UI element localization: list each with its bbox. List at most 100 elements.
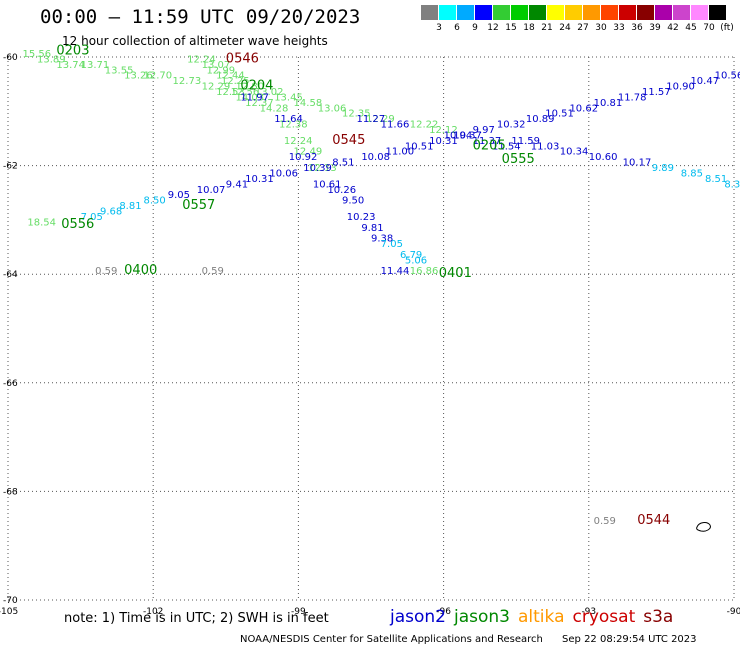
wave-height-label: 12.56 xyxy=(231,87,260,98)
pass-time-label: 0204 xyxy=(240,79,273,94)
color-swatch xyxy=(619,5,636,20)
color-swatch xyxy=(511,5,528,20)
color-scale-label: 12 xyxy=(487,23,499,33)
wave-height-label: 9.68 xyxy=(100,206,122,217)
wave-height-label: 13.26 xyxy=(124,71,153,82)
wave-height-label: 18.54 xyxy=(27,217,56,228)
lat-tick-label: -70 xyxy=(3,596,18,606)
wave-height-label: 10.17 xyxy=(623,158,652,169)
wave-height-label: 11.59 xyxy=(511,136,540,147)
color-swatch xyxy=(583,5,600,20)
wave-height-label: 16.86 xyxy=(410,266,439,277)
wave-height-label: 12.24 xyxy=(187,54,216,65)
wave-height-label: 10.89 xyxy=(526,114,555,125)
wave-height-label: 12.29 xyxy=(366,114,395,125)
wave-height-label: 13.45 xyxy=(274,92,303,103)
color-scale-label: 18 xyxy=(523,23,535,33)
satellite-legend-cryosat: cryosat xyxy=(572,607,636,627)
wave-height-label: 12.25 xyxy=(221,76,250,87)
wave-height-label: 10.61 xyxy=(313,179,342,190)
wave-height-label: 10.39 xyxy=(303,163,332,174)
color-swatch xyxy=(565,5,582,20)
satellite-legend-jason2: jason2 xyxy=(390,607,446,627)
color-swatch xyxy=(547,5,564,20)
color-scale-label: 45 xyxy=(685,23,697,33)
pass-time-label: 0546 xyxy=(226,51,259,66)
color-scale-label: 27 xyxy=(577,23,589,33)
wave-height-label: 11.03 xyxy=(531,141,560,152)
wave-height-label: 8.51 xyxy=(332,158,354,169)
wave-height-label: 12.22 xyxy=(410,120,439,131)
wave-height-label: 12.80 xyxy=(235,82,264,93)
wave-height-label: 10.31 xyxy=(429,136,458,147)
wave-height-label: 11.64 xyxy=(274,114,303,125)
wave-height-label: 8.85 xyxy=(681,168,703,179)
color-swatch xyxy=(691,5,708,20)
color-scale-label: 3 xyxy=(436,23,442,33)
wave-height-label: 10.26 xyxy=(327,185,356,196)
wave-height-label: 14.03 xyxy=(235,92,264,103)
color-swatch xyxy=(637,5,654,20)
wave-height-label: 12.35 xyxy=(342,109,371,120)
wave-height-label: 9.97 xyxy=(473,125,495,136)
wave-height-label: 11.54 xyxy=(492,141,521,152)
satellite-legend: jason2 jason3 altika cryosat s3a xyxy=(390,607,681,627)
color-scale-swatches xyxy=(421,5,728,20)
wave-height-label: 10.08 xyxy=(361,152,390,163)
wave-height-label: 11.78 xyxy=(618,92,647,103)
map-subtitle: 12 hour collection of altimeter wave hei… xyxy=(62,34,328,48)
wave-height-label: 14.58 xyxy=(294,98,323,109)
wave-height-label: 6.79 xyxy=(400,250,422,261)
lon-tick-label: -90 xyxy=(727,607,740,617)
color-scale-legend: 3 6 9 12 15 18 21 24 27 30 33 36 39 42 45 70 (ft) xyxy=(421,5,734,35)
wave-height-label: 12.13 xyxy=(308,163,337,174)
wave-height-label: 0.59 xyxy=(594,516,616,527)
color-scale-label: 24 xyxy=(559,23,571,33)
wave-height-label: 9.41 xyxy=(226,179,248,190)
wave-height-label: 11.37 xyxy=(473,136,502,147)
color-scale-label: 36 xyxy=(631,23,643,33)
wave-height-label: 13.02 xyxy=(255,87,284,98)
wave-height-label: 12.99 xyxy=(206,65,235,76)
color-swatch xyxy=(457,5,474,20)
color-scale-label: 33 xyxy=(613,23,625,33)
island-outline xyxy=(696,522,711,532)
lon-tick-label: -102 xyxy=(143,607,163,617)
pass-time-label: 0205 xyxy=(473,138,506,153)
color-scale-label: 15 xyxy=(505,23,517,33)
color-scale-label: 30 xyxy=(595,23,607,33)
wave-height-label: 12.38 xyxy=(279,120,308,131)
wave-height-label: 13.55 xyxy=(105,65,134,76)
wave-height-label: 10.32 xyxy=(497,120,526,131)
lon-tick-label: -105 xyxy=(0,607,18,617)
color-scale-label: 21 xyxy=(541,23,553,33)
color-scale-label: 9 xyxy=(472,23,478,33)
wave-height-label: 12.12 xyxy=(429,125,458,136)
wave-height-label: 11.44 xyxy=(381,266,410,277)
wave-height-label: 10.51 xyxy=(405,141,434,152)
wave-height-label: 10.34 xyxy=(560,147,589,158)
lat-tick-label: -62 xyxy=(3,162,18,172)
wave-height-label: 10.56 xyxy=(715,71,740,82)
lat-tick-label: -66 xyxy=(3,379,18,389)
wave-height-label: 12.73 xyxy=(173,76,202,87)
wave-height-label: 10.37 xyxy=(453,130,482,141)
wave-height-label: 10.60 xyxy=(589,152,618,163)
wave-height-label: 12.24 xyxy=(284,136,313,147)
color-swatch xyxy=(673,5,690,20)
wave-height-label: 12.44 xyxy=(216,71,245,82)
wave-height-label: 9.89 xyxy=(652,163,674,174)
wave-height-label: 9.38 xyxy=(371,234,393,245)
wave-height-label: 10.62 xyxy=(569,103,598,114)
wave-height-label: 10.81 xyxy=(594,98,623,109)
map-title: 00:00 – 11:59 UTC 09/20/2023 xyxy=(40,6,361,28)
pass-time-label: 0400 xyxy=(124,263,157,278)
wave-height-label: 9.05 xyxy=(168,190,190,201)
wave-height-label: 10.07 xyxy=(197,185,226,196)
wave-height-label: 13.74 xyxy=(56,60,85,71)
footer-source: NOAA/NESDIS Center for Satellite Applica… xyxy=(240,634,543,645)
satellite-legend-jason3: jason3 xyxy=(454,607,510,627)
wave-height-label: 7.05 xyxy=(81,212,103,223)
